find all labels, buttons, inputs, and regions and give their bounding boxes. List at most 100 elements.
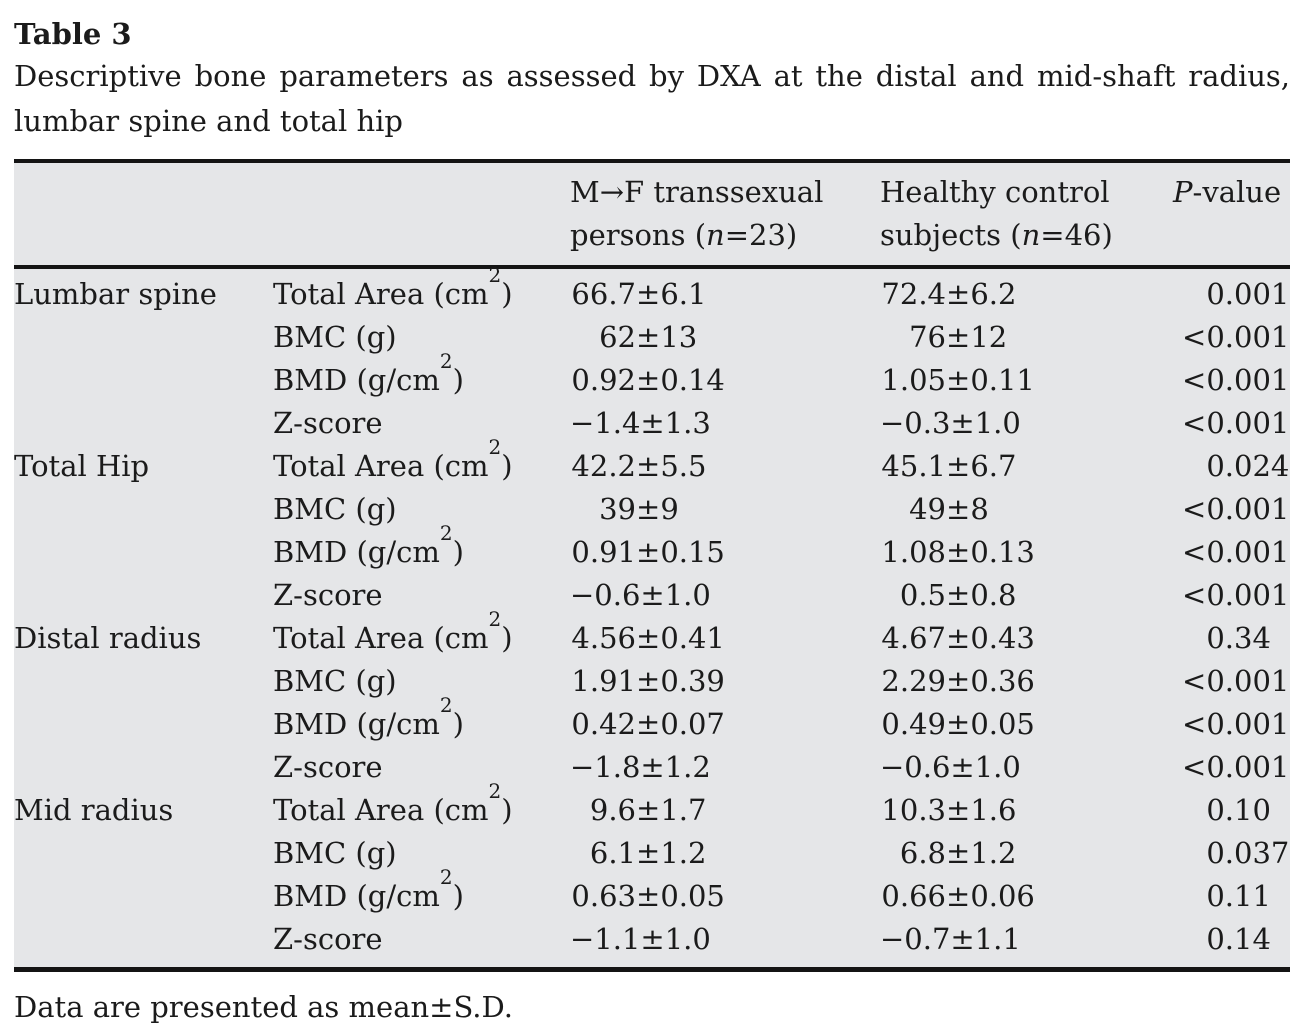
sd-part: 1.2 [660,836,707,870]
transsexual-value-cell: 0.63 ±0.05 [570,875,880,918]
pvalue-fraction-part: 001 [1234,750,1290,784]
pvalue-integer-part: <0. [1182,707,1234,741]
mean-part: 62 [599,320,636,354]
table-footnote: Data are presented as mean±S.D. [14,990,513,1024]
transsexual-value-cell: 62 ±13 [570,316,880,359]
parameter-cell: Total Area (cm2) [273,263,513,311]
plus-minus-sign: ± [946,578,971,612]
pvalue-integer-part: <0. [1182,750,1234,784]
sd-part: 1.3 [664,406,711,440]
table-row: BMC (g) 6.1 ±1.2 6.8 ±1.2 0. 037 [14,832,1290,875]
mean-part: 1.08 [881,535,946,569]
sd-part: 0.36 [970,664,1035,698]
plus-minus-sign: ± [636,492,661,526]
plus-minus-sign: ± [946,664,971,698]
plus-minus-sign: ± [636,664,661,698]
sd-part: 12 [970,320,1008,354]
site-cell: Total Hip [14,449,150,483]
control-value-cell: 1.08 ±0.13 [880,531,1173,574]
sd-part: 0.39 [660,664,725,698]
control-value-cell: 49 ±8 [880,488,1173,531]
plus-minus-sign: ± [636,836,661,870]
table-top-rule [14,159,1290,163]
sd-part: 1.2 [664,750,711,784]
control-value-cell: 72.4 ±6.2 [880,273,1173,316]
plus-minus-sign: ± [636,707,661,741]
plus-minus-sign: ± [946,363,971,397]
pvalue-integer-part: <0. [1182,320,1234,354]
plus-minus-sign: ± [946,449,971,483]
superscript-2: 2 [488,435,502,460]
table-row: BMD (g/cm2) 0.63 ±0.05 0.66 ±0.06 0. 11 [14,867,1290,918]
superscript-2: 2 [488,263,502,288]
control-value-cell: −0.7 ±1.1 [880,918,1173,961]
pvalue-fraction-part: 001 [1234,707,1290,741]
site-cell [14,875,273,918]
pvalue-fraction-part: 001 [1234,492,1290,526]
pvalue-integer-part: 0. [1206,879,1234,913]
mean-part: 0.5 [899,578,946,612]
sd-part: 1.0 [974,750,1021,784]
transsexual-value-cell: 42.2 ±5.5 [570,445,880,488]
site-cell [14,832,273,875]
mean-part: 0.92 [571,363,636,397]
table-label: Table 3 [14,17,132,51]
pvalue-integer-part: <0. [1182,535,1234,569]
plus-minus-sign: ± [640,406,665,440]
pvalue-fraction-part: 037 [1234,836,1290,870]
header-site-cell [14,171,273,257]
table-body: Lumbar spine Total Area (cm2) 66.7 ±6.1 72.4… [14,263,1290,967]
pvalue-cell: <0. 001 [1173,316,1290,359]
mean-part: −1.1 [570,922,641,956]
parameter-cell: BMC (g) [273,664,397,698]
site-cell [14,531,273,574]
pvalue-integer-part: <0. [1182,492,1234,526]
pvalue-cell: <0. 001 [1173,574,1290,617]
table-row: BMD (g/cm2) 0.42 ±0.07 0.49 ±0.05 <0. 001 [14,695,1290,746]
superscript-2: 2 [439,865,453,890]
plus-minus-sign: ± [636,277,661,311]
site-cell [14,660,273,703]
pvalue-integer-part: 0. [1206,836,1234,870]
sd-part: 1.2 [970,836,1017,870]
table-header-rule [14,265,1290,269]
table-row: Z-score −1.4 ±1.3 −0.3 ±1.0 <0. 001 [14,402,1290,445]
sd-part: 0.11 [970,363,1035,397]
pvalue-integer-part: 0. [1206,277,1234,311]
site-cell [14,488,273,531]
pvalue-cell: 0. 14 [1173,918,1290,961]
header-control-n: n [1021,218,1041,252]
site-cell: Distal radius [14,621,202,655]
table-header-row: M→F transsexual persons (n=23) Healthy c… [14,163,1290,265]
sd-part: 0.15 [660,535,725,569]
pvalue-fraction-part: 024 [1234,449,1290,483]
pvalue-fraction-part: 001 [1234,535,1290,569]
plus-minus-sign: ± [946,793,971,827]
mean-part: 0.49 [881,707,946,741]
site-cell [14,574,273,617]
plus-minus-sign: ± [946,621,971,655]
control-value-cell: 2.29 ±0.36 [880,660,1173,703]
plus-minus-sign: ± [946,492,971,526]
transsexual-value-cell: 0.92 ±0.14 [570,359,880,402]
superscript-2: 2 [439,693,453,718]
transsexual-value-cell: −0.6 ±1.0 [570,574,880,617]
plus-minus-sign: ± [636,535,661,569]
sd-part: 6.1 [660,277,707,311]
transsexual-value-cell: 9.6 ±1.7 [570,789,880,832]
header-transsexual-n: n [706,218,725,252]
header-transsexual-line2-prefix: persons ( [570,218,707,252]
header-pvalue-p: P [1173,175,1193,209]
superscript-2: 2 [488,779,502,804]
mean-part: 10.3 [881,793,946,827]
control-value-cell: 4.67 ±0.43 [880,617,1173,660]
mean-part: −0.3 [880,406,951,440]
mean-part: 1.91 [571,664,636,698]
control-value-cell: 1.05 ±0.11 [880,359,1173,402]
plus-minus-sign: ± [946,320,971,354]
mean-part: 9.6 [589,793,636,827]
header-control-line1: Healthy control [880,175,1110,209]
superscript-2: 2 [439,349,453,374]
mean-part: 2.29 [881,664,946,698]
header-parameter-cell [273,171,570,257]
